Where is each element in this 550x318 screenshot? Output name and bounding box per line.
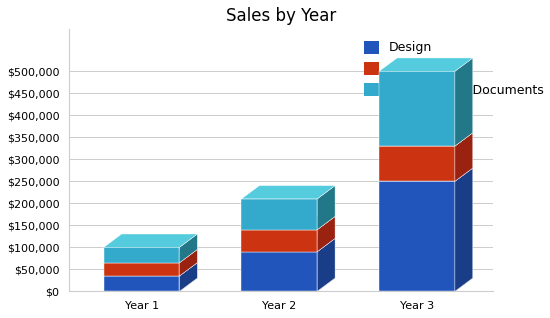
Polygon shape [455, 168, 473, 291]
Polygon shape [241, 238, 335, 252]
Polygon shape [104, 234, 197, 247]
Legend: Design, Production, Construction Documents: Design, Production, Construction Documen… [364, 41, 544, 97]
Polygon shape [379, 71, 455, 146]
Polygon shape [104, 276, 179, 291]
Polygon shape [379, 278, 473, 291]
Title: Sales by Year: Sales by Year [226, 7, 337, 25]
Polygon shape [104, 263, 197, 276]
Polygon shape [379, 146, 455, 181]
Polygon shape [104, 278, 197, 291]
Polygon shape [104, 249, 197, 263]
Polygon shape [317, 216, 335, 252]
Polygon shape [179, 234, 197, 263]
Polygon shape [104, 247, 179, 263]
Polygon shape [455, 58, 473, 146]
Polygon shape [179, 263, 197, 291]
Polygon shape [379, 133, 473, 146]
Polygon shape [241, 186, 335, 199]
Polygon shape [241, 230, 317, 252]
Polygon shape [317, 238, 335, 291]
Polygon shape [179, 249, 197, 276]
Polygon shape [241, 278, 335, 291]
Polygon shape [241, 252, 317, 291]
Polygon shape [379, 181, 455, 291]
Polygon shape [455, 133, 473, 181]
Polygon shape [317, 186, 335, 230]
Polygon shape [379, 58, 473, 71]
Polygon shape [241, 216, 335, 230]
Polygon shape [104, 263, 179, 276]
Polygon shape [379, 168, 473, 181]
Polygon shape [241, 199, 317, 230]
